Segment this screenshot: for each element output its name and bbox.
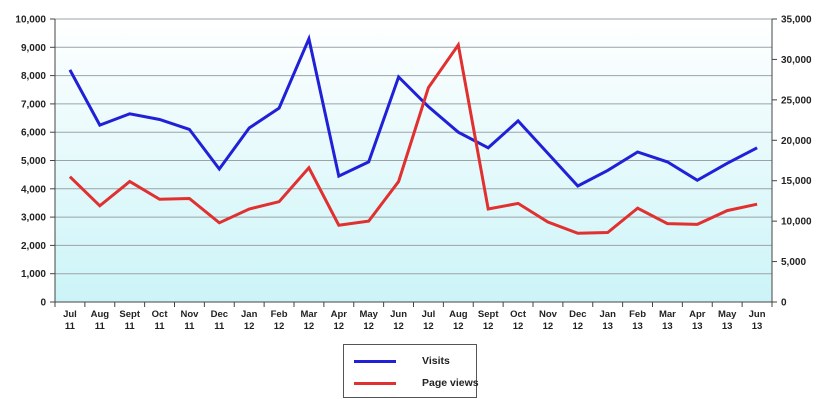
x-tick-label: Nov 11 [180,309,199,332]
right-tick-label: 30,000 [781,55,812,66]
left-tick-label: 0 [40,298,46,309]
left-tick-label: 10,000 [15,15,46,26]
x-tick-label: Jul 12 [422,309,436,332]
left-tick-label: 5,000 [21,156,46,167]
left-tick-label: 8,000 [21,71,46,82]
x-tick-label: Jun 13 [749,309,766,332]
left-tick-label: 2,000 [21,241,46,252]
series-lines [68,33,758,235]
legend-label-page-views: Page views [422,377,479,389]
x-tick-label: Oct 11 [152,309,169,332]
x-tick-label: Jan 13 [600,309,617,332]
legend-item-visits: Visits [354,353,450,369]
legend-swatch-visits [354,359,396,363]
left-y-axis: 0 1,000 2,000 3,000 4,000 5,000 6,000 7,000 8,00… [15,15,55,309]
right-tick-label: 5,000 [781,257,806,268]
x-tick-label: Apr 13 [689,309,706,332]
left-tick-label: 1,000 [21,269,46,280]
x-tick-label: Dec 12 [569,309,586,332]
right-tick-label: 15,000 [781,176,812,187]
legend: Visits Page views [343,344,479,398]
legend-swatch-page-views [354,381,396,385]
legend-label-visits: Visits [422,355,450,367]
left-tick-label: 4,000 [21,184,46,195]
x-tick-label: May 12 [359,309,378,332]
left-tick-label: 3,000 [21,213,46,224]
x-tick-label: Jan 12 [241,309,258,332]
right-tick-label: 10,000 [781,217,812,228]
series-line-page-views [68,41,758,235]
x-tick-label: May 13 [718,309,737,332]
right-tick-label: 25,000 [781,95,812,106]
x-tick-label: Mar 13 [659,309,676,332]
x-tick-label: Aug 11 [91,309,110,332]
series-line-visits [68,33,758,188]
x-tick-label: Sept 12 [478,309,499,332]
x-tick-label: Oct 12 [510,309,527,332]
x-tick-label: Jul 11 [63,309,77,332]
x-tick-label: Aug 12 [449,309,468,332]
x-tick-label: Nov 12 [539,309,558,332]
right-tick-label: 35,000 [781,15,812,26]
x-tick-label: Apr 12 [331,309,348,332]
x-tick-label: Sept 11 [119,309,140,332]
left-tick-label: 9,000 [21,43,46,54]
legend-item-page-views: Page views [354,375,479,391]
x-tick-label: Dec 11 [211,309,228,332]
left-tick-label: 6,000 [21,128,46,139]
line-chart: 0 1,000 2,000 3,000 4,000 5,000 6,000 7,000 8,00… [15,15,812,333]
x-tick-label: Jun 12 [390,309,407,332]
x-tick-label: Mar 12 [300,309,317,332]
right-tick-label: 20,000 [781,136,812,147]
right-y-axis: 0 5,000 10,000 15,000 20,000 25,000 30,000 35,0… [772,15,812,309]
left-tick-label: 7,000 [21,99,46,110]
x-axis: Jul 11 Aug 11 Sept 11 Oct 11 Nov 11 Dec 11 Jan 12 Feb 1… [54,302,773,332]
x-tick-label: Feb 12 [271,309,288,332]
x-tick-label: Feb 13 [629,309,646,332]
right-tick-label: 0 [781,298,787,309]
